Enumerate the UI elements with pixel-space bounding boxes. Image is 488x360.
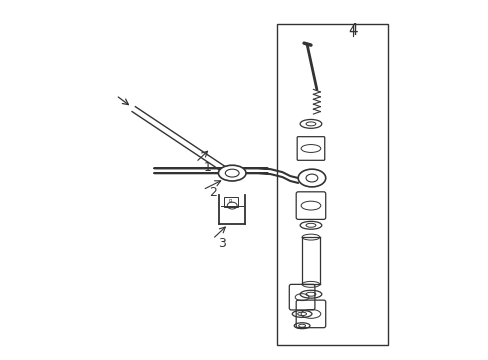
Bar <box>277 24 387 345</box>
Text: 2: 2 <box>209 186 217 199</box>
Text: 4: 4 <box>348 23 357 38</box>
Text: 3: 3 <box>218 238 226 251</box>
Text: R: R <box>228 199 232 204</box>
Ellipse shape <box>218 165 245 181</box>
Text: 1: 1 <box>203 161 211 174</box>
